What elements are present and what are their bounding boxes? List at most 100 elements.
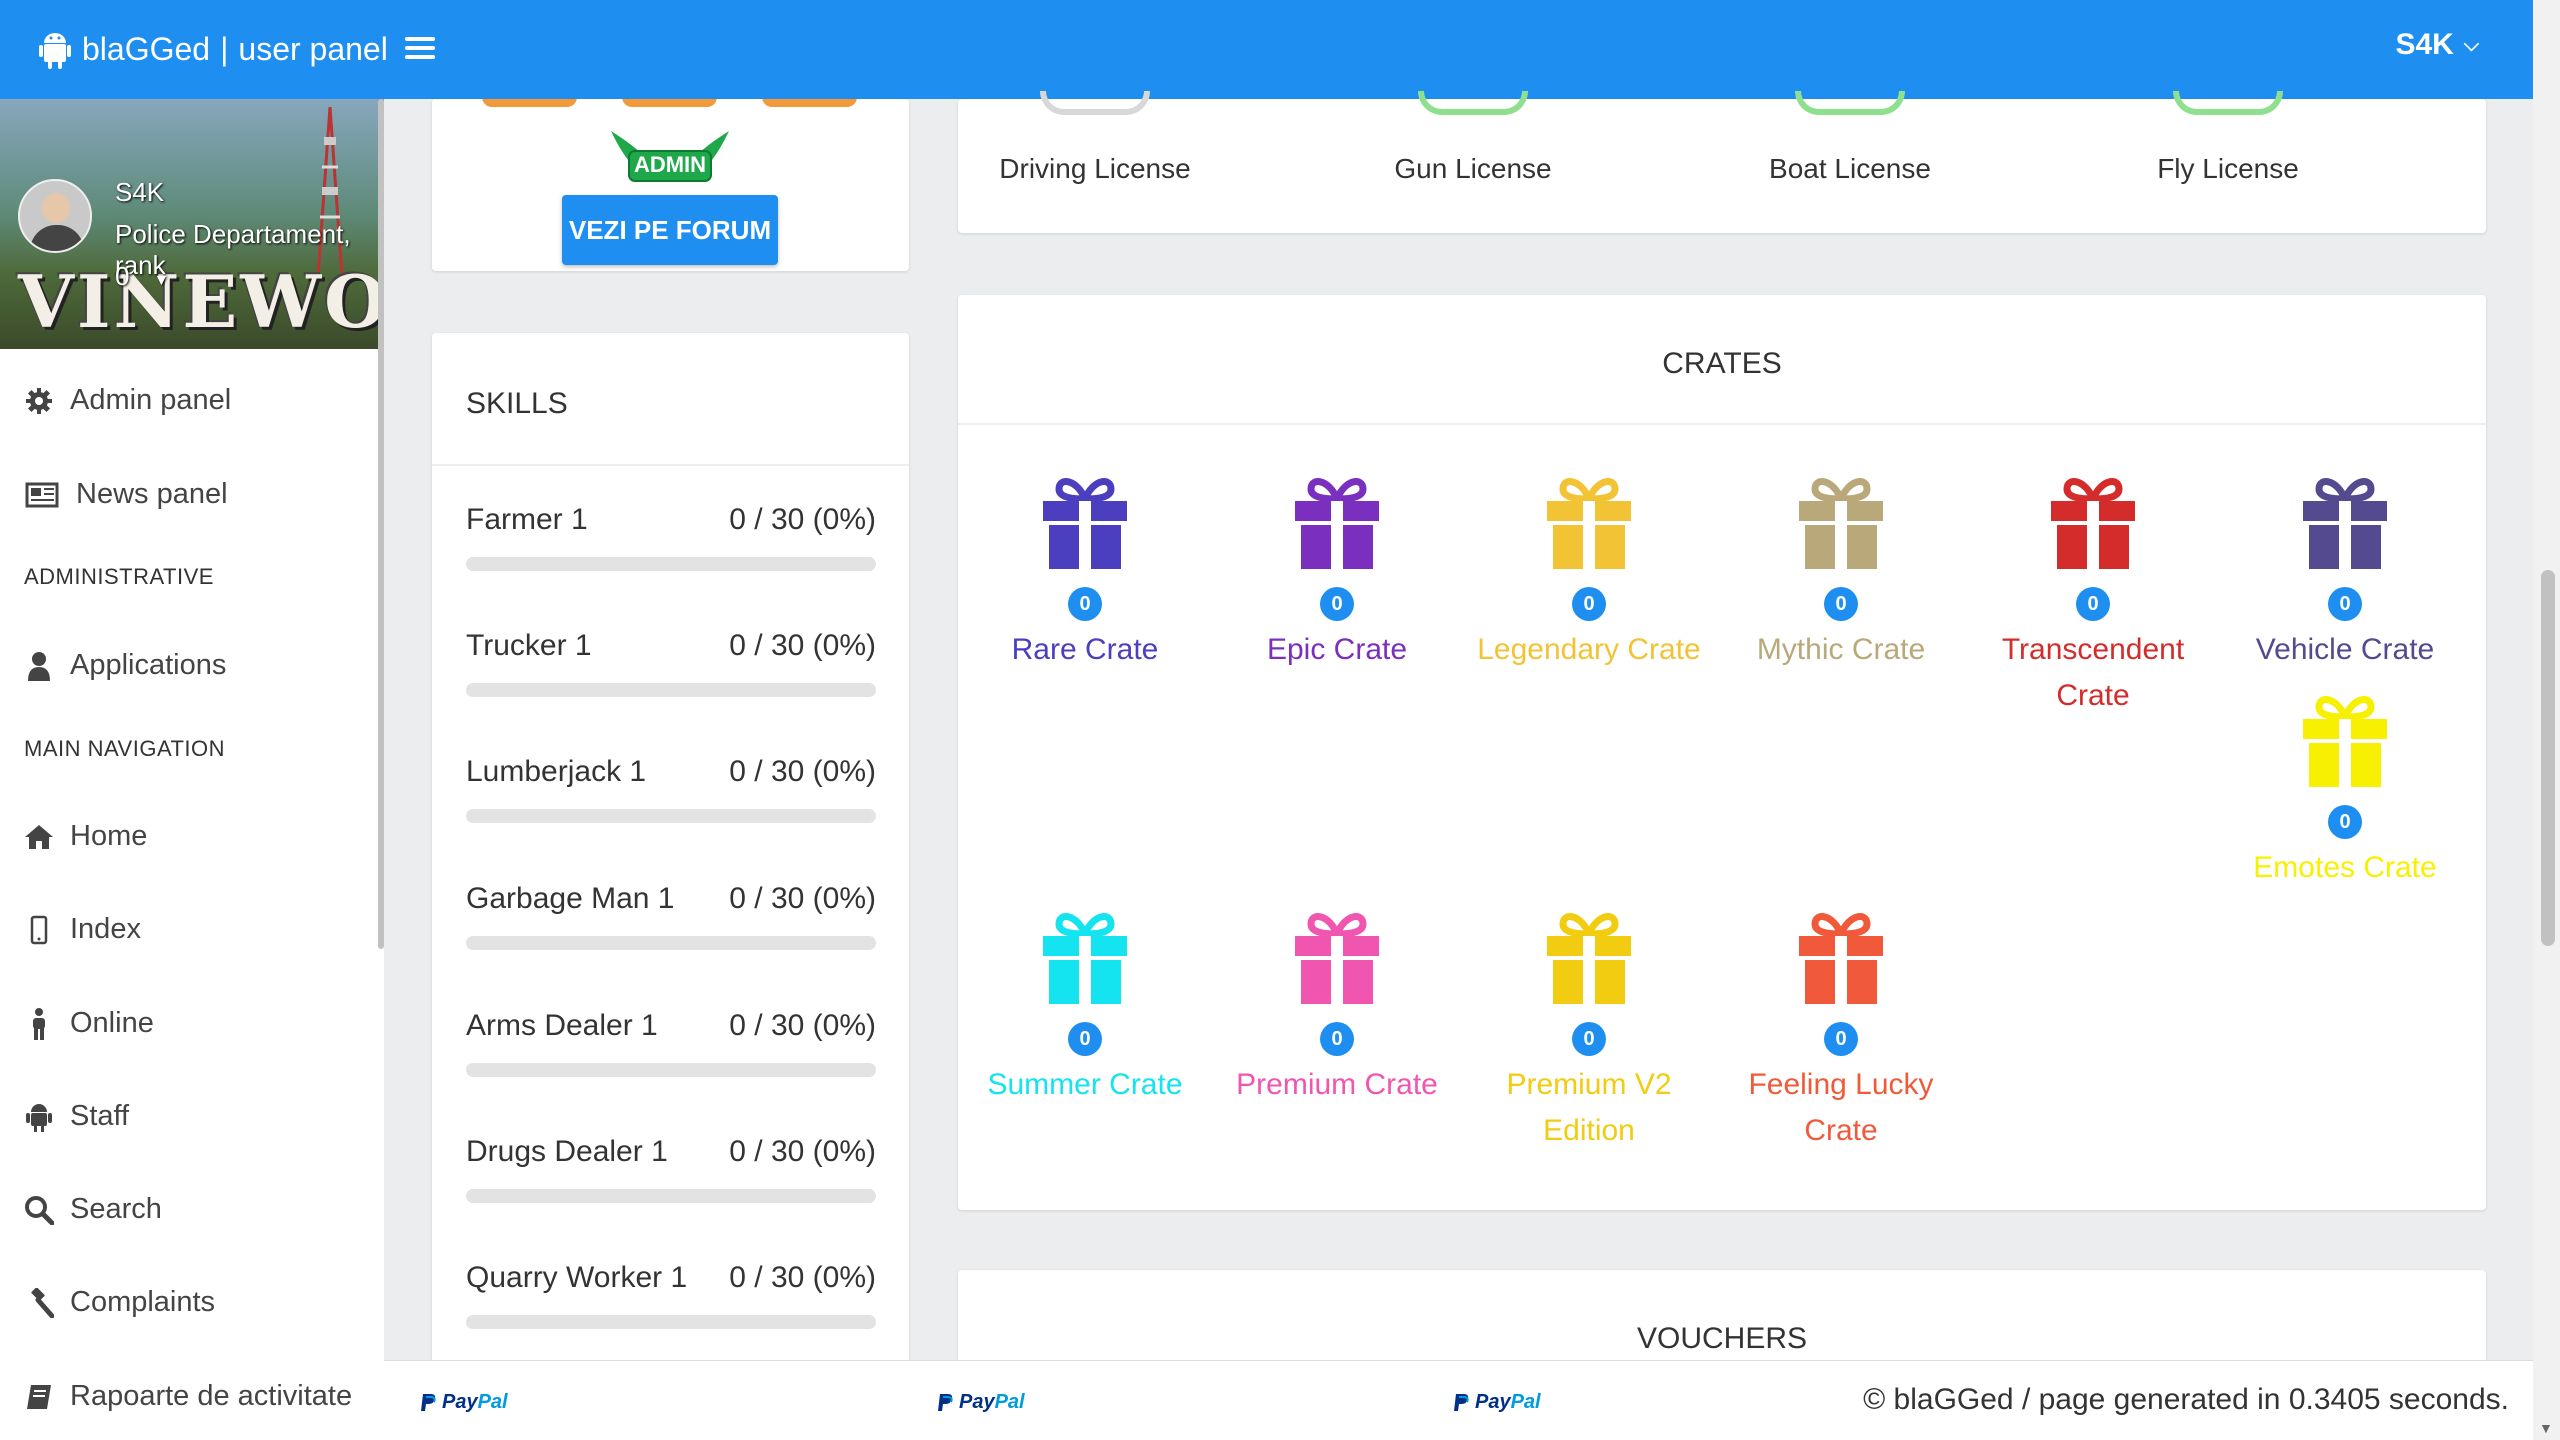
gift-icon [1547,478,1631,569]
scrollbar-thumb[interactable] [2541,570,2555,946]
sidebar-item-label: Rapoarte de activitate [70,1380,353,1412]
gift-icon [1547,913,1631,1004]
user-rank[interactable]: 0 ▼ [115,261,169,292]
user-panel: VINEWOOD S4K Police Departament, rank 0▼ [0,99,384,349]
gift-icon [1043,478,1127,569]
paypal-icon [1454,1393,1469,1411]
crate-item[interactable]: 0 Epic Crate [1212,475,1462,673]
user-menu-label: S4K [2395,28,2454,61]
sidebar-item-admin-panel[interactable]: Admin panel [24,384,231,417]
skill-progress-bar [466,809,876,823]
user-menu[interactable]: S4K ⌵ [2395,28,2479,62]
paypal-icon [938,1393,953,1411]
sidebar-item-staff[interactable]: Staff [24,1100,129,1133]
crate-item[interactable]: 0 Feeling Lucky Crate [1716,910,1966,1154]
skill-item: Drugs Dealer 1 0 / 30 (0%) [466,1135,876,1203]
crate-item[interactable]: 0 Rare Crate [960,475,1210,673]
caret-down-icon: ▼ [153,272,170,289]
skill-progress: 0 / 30 (0%) [729,882,876,915]
paypal-text-1: Pay [1475,1391,1511,1413]
sidebar-item-label: Search [70,1193,162,1225]
skill-item: Trucker 1 0 / 30 (0%) [466,629,876,697]
admin-badge: ADMIN [607,125,733,194]
sidebar-item-search[interactable]: Search [24,1193,162,1226]
license-label: Gun License [1394,153,1552,184]
crate-item[interactable]: 0 Legendary Crate [1464,475,1714,673]
skill-name: Quarry Worker 1 [466,1261,688,1294]
sidebar-item-applications[interactable]: Applications [24,649,226,682]
sidebar-item-news-panel[interactable]: News panel [24,478,228,511]
gift-icon [2051,478,2135,569]
gift-icon [1799,913,1883,1004]
scroll-down-icon[interactable]: ▼ [2539,1420,2553,1436]
book-icon [24,1383,54,1411]
crate-item[interactable]: 0 Transcendent Crate [1968,475,2218,719]
page-scrollbar[interactable]: ▼ [2533,0,2560,1440]
copyright: © blaGGed / page generated in 0.3405 sec… [1863,1383,2509,1416]
skill-item: Quarry Worker 1 0 / 30 (0%) [466,1261,876,1329]
crate-name: Summer Crate [987,1068,1183,1101]
crate-name: Premium V2 Edition [1506,1068,1672,1147]
home-icon [24,824,54,850]
skill-progress-bar [466,683,876,697]
license-item: Gun License [1343,91,1603,185]
skills-title: SKILLS [466,387,568,420]
crate-item[interactable]: 0 Mythic Crate [1716,475,1966,673]
chevron-down-icon: ⌵ [2463,33,2479,56]
crate-item[interactable]: 0 Premium Crate [1212,910,1462,1108]
admin-badge-label: ADMIN [633,152,707,177]
license-progress-arc [2173,91,2283,115]
newspaper-icon [24,482,60,508]
nav-header-administrative: ADMINISTRATIVE [24,564,214,589]
license-progress-arc [1795,91,1905,115]
sidebar-item-complaints[interactable]: Complaints [24,1286,215,1319]
gear-icon [24,387,54,415]
crate-name: Feeling Lucky Crate [1748,1068,1934,1147]
avatar [18,179,92,253]
user-department: Police Departament, rank [115,219,351,280]
crate-count-badge: 0 [1572,1022,1606,1056]
paypal-icon [421,1393,436,1411]
skill-item: Lumberjack 1 0 / 30 (0%) [466,755,876,823]
paypal-logo[interactable]: Pay Pal [420,1391,508,1414]
license-item: Fly License [2098,91,2358,185]
paypal-text-1: Pay [959,1391,995,1413]
menu-toggle-icon[interactable] [405,32,435,64]
skill-progress-bar [466,936,876,950]
paypal-text-2: Pal [994,1391,1025,1413]
android-icon [39,32,71,69]
banner-text: VINEWOOD [18,259,384,344]
sidebar-item-label: Index [70,913,141,945]
skill-name: Farmer 1 [466,503,588,536]
crate-count-badge: 0 [1068,587,1102,621]
skill-name: Lumberjack 1 [466,755,647,788]
skill-item: Garbage Man 1 0 / 30 (0%) [466,882,876,950]
divider [958,423,2486,425]
sidebar: VINEWOOD S4K Police Departament, rank 0▼… [0,99,384,1440]
skill-progress: 0 / 30 (0%) [729,755,876,788]
crate-item[interactable]: 0 Premium V2 Edition [1464,910,1714,1154]
crate-item[interactable]: 0 Vehicle Crate [2220,475,2470,673]
user-rank-value: 0 [115,261,130,291]
view-on-forum-button[interactable]: VEZI PE FORUM [562,195,778,265]
sidebar-item-home[interactable]: Home [24,820,147,853]
skill-progress: 0 / 30 (0%) [729,503,876,536]
sidebar-item-index[interactable]: Index [24,913,141,946]
skill-name: Garbage Man 1 [466,882,675,915]
user-name: S4K [115,177,165,207]
crate-item[interactable]: 0 Summer Crate [960,910,1210,1108]
sidebar-item-online[interactable]: Online [24,1007,154,1040]
skill-progress-bar [466,1189,876,1203]
user-icon [24,651,54,681]
sidebar-scrollbar[interactable] [378,99,384,949]
crate-count-badge: 0 [2328,587,2362,621]
brand[interactable]: blaGGed | user panel [38,30,388,70]
sidebar-item-rapoarte[interactable]: Rapoarte de activitate [24,1380,352,1413]
paypal-logo[interactable]: Pay Pal [1453,1391,1541,1414]
crate-name: Premium Crate [1236,1068,1438,1101]
sidebar-item-label: Staff [70,1100,130,1132]
skill-progress-bar [466,1063,876,1077]
forum-card: ADMIN VEZI PE FORUM [432,99,909,271]
crate-item[interactable]: 0 Emotes Crate [2220,693,2470,891]
paypal-logo[interactable]: Pay Pal [937,1391,1025,1414]
